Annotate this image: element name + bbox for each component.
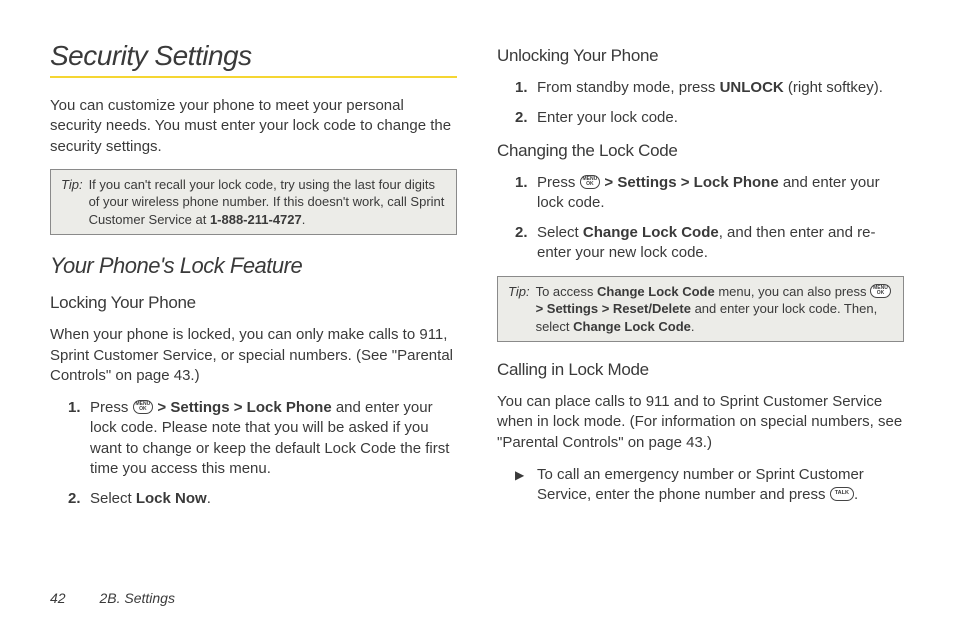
change-steps: 1. Press MENUOK > Settings > Lock Phone …	[519, 173, 904, 264]
list-item: 2. Enter your lock code.	[519, 108, 904, 128]
bullet-item: ▶ To call an emergency number or Sprint …	[519, 465, 904, 506]
page-footer: 42 2B. Settings	[50, 590, 175, 606]
list-item: 1. Press MENUOK > Settings > Lock Phone …	[519, 173, 904, 214]
gt-icon: >	[234, 399, 243, 416]
unlock-key: UNLOCK	[720, 79, 784, 96]
list-item: 2. Select Change Lock Code, and then ent…	[519, 223, 904, 264]
footer-section: 2B. Settings	[99, 590, 175, 606]
list-item: 2. Select Lock Now.	[72, 489, 457, 509]
menu-ok-icon: MENUOK	[133, 400, 154, 414]
menu-ok-icon: MENUOK	[870, 284, 891, 298]
heading-unlocking: Unlocking Your Phone	[497, 46, 904, 66]
heading-change-code: Changing the Lock Code	[497, 141, 904, 161]
tip-label: Tip:	[508, 283, 530, 336]
change-step2-a: Select	[537, 224, 583, 241]
menu-ok-icon: MENUOK	[580, 175, 601, 189]
gt-icon: >	[536, 301, 544, 316]
unlock-step1-a: From standby mode, press	[537, 79, 720, 96]
locking-steps: 1. Press MENUOK > Settings > Lock Phone …	[72, 398, 457, 509]
change-lock-code: Change Lock Code	[573, 319, 691, 334]
step-number: 1.	[515, 78, 528, 98]
step-number: 2.	[515, 108, 528, 128]
calling-bullet-b: .	[854, 486, 858, 503]
nav-settings: Settings	[617, 174, 676, 191]
unlock-steps: 1. From standby mode, press UNLOCK (righ…	[519, 78, 904, 129]
list-item: 1. From standby mode, press UNLOCK (righ…	[519, 78, 904, 98]
lock-now: Lock Now	[136, 490, 207, 507]
bullet-arrow-icon: ▶	[515, 467, 524, 483]
tip2-a: To access	[536, 284, 597, 299]
list-item: 1. Press MENUOK > Settings > Lock Phone …	[72, 398, 457, 479]
talk-icon: TALK	[830, 487, 854, 501]
nav-settings: Settings	[170, 399, 229, 416]
nav-lockphone: Lock Phone	[694, 174, 779, 191]
heading-locking: Locking Your Phone	[50, 293, 457, 313]
nav-lockphone: Lock Phone	[247, 399, 332, 416]
gt-icon: >	[602, 301, 610, 316]
unlock-step2: Enter your lock code.	[537, 109, 678, 126]
tip2-d: .	[691, 319, 695, 334]
lock-step2-b: .	[207, 490, 211, 507]
page-title: Security Settings	[50, 40, 457, 78]
tip2-b: menu, you can also press	[715, 284, 870, 299]
change-lock-code: Change Lock Code	[597, 284, 715, 299]
page-number: 42	[50, 590, 66, 606]
nav-settings: Settings	[547, 301, 598, 316]
heading-calling-lock: Calling in Lock Mode	[497, 360, 904, 380]
heading-lock-feature: Your Phone's Lock Feature	[50, 253, 457, 279]
locking-intro: When your phone is locked, you can only …	[50, 325, 457, 386]
tip-box-1: Tip: If you can't recall your lock code,…	[50, 169, 457, 236]
tip-label: Tip:	[61, 176, 83, 229]
tip1-text-b: .	[302, 212, 306, 227]
change-lock-code: Change Lock Code	[583, 224, 719, 241]
gt-icon: >	[157, 399, 166, 416]
change-step1-a: Press	[537, 174, 580, 191]
gt-icon: >	[604, 174, 613, 191]
step-number: 2.	[515, 223, 528, 243]
step-number: 1.	[68, 398, 81, 418]
left-column: Security Settings You can customize your…	[50, 40, 457, 521]
step-number: 1.	[515, 173, 528, 193]
calling-bullet-a: To call an emergency number or Sprint Cu…	[537, 466, 864, 503]
tip-content: If you can't recall your lock code, try …	[89, 176, 446, 229]
calling-intro: You can place calls to 911 and to Sprint…	[497, 392, 904, 453]
page-columns: Security Settings You can customize your…	[50, 40, 904, 521]
tip-box-2: Tip: To access Change Lock Code menu, yo…	[497, 276, 904, 343]
tip1-phone: 1-888-211-4727	[210, 212, 302, 227]
intro-paragraph: You can customize your phone to meet you…	[50, 96, 457, 157]
right-column: Unlocking Your Phone 1. From standby mod…	[497, 40, 904, 521]
unlock-step1-b: (right softkey).	[784, 79, 883, 96]
step-number: 2.	[68, 489, 81, 509]
lock-step2-a: Select	[90, 490, 136, 507]
nav-reset: Reset/Delete	[613, 301, 691, 316]
gt-icon: >	[681, 174, 690, 191]
lock-step1-a: Press	[90, 399, 133, 416]
tip-content: To access Change Lock Code menu, you can…	[536, 283, 893, 336]
